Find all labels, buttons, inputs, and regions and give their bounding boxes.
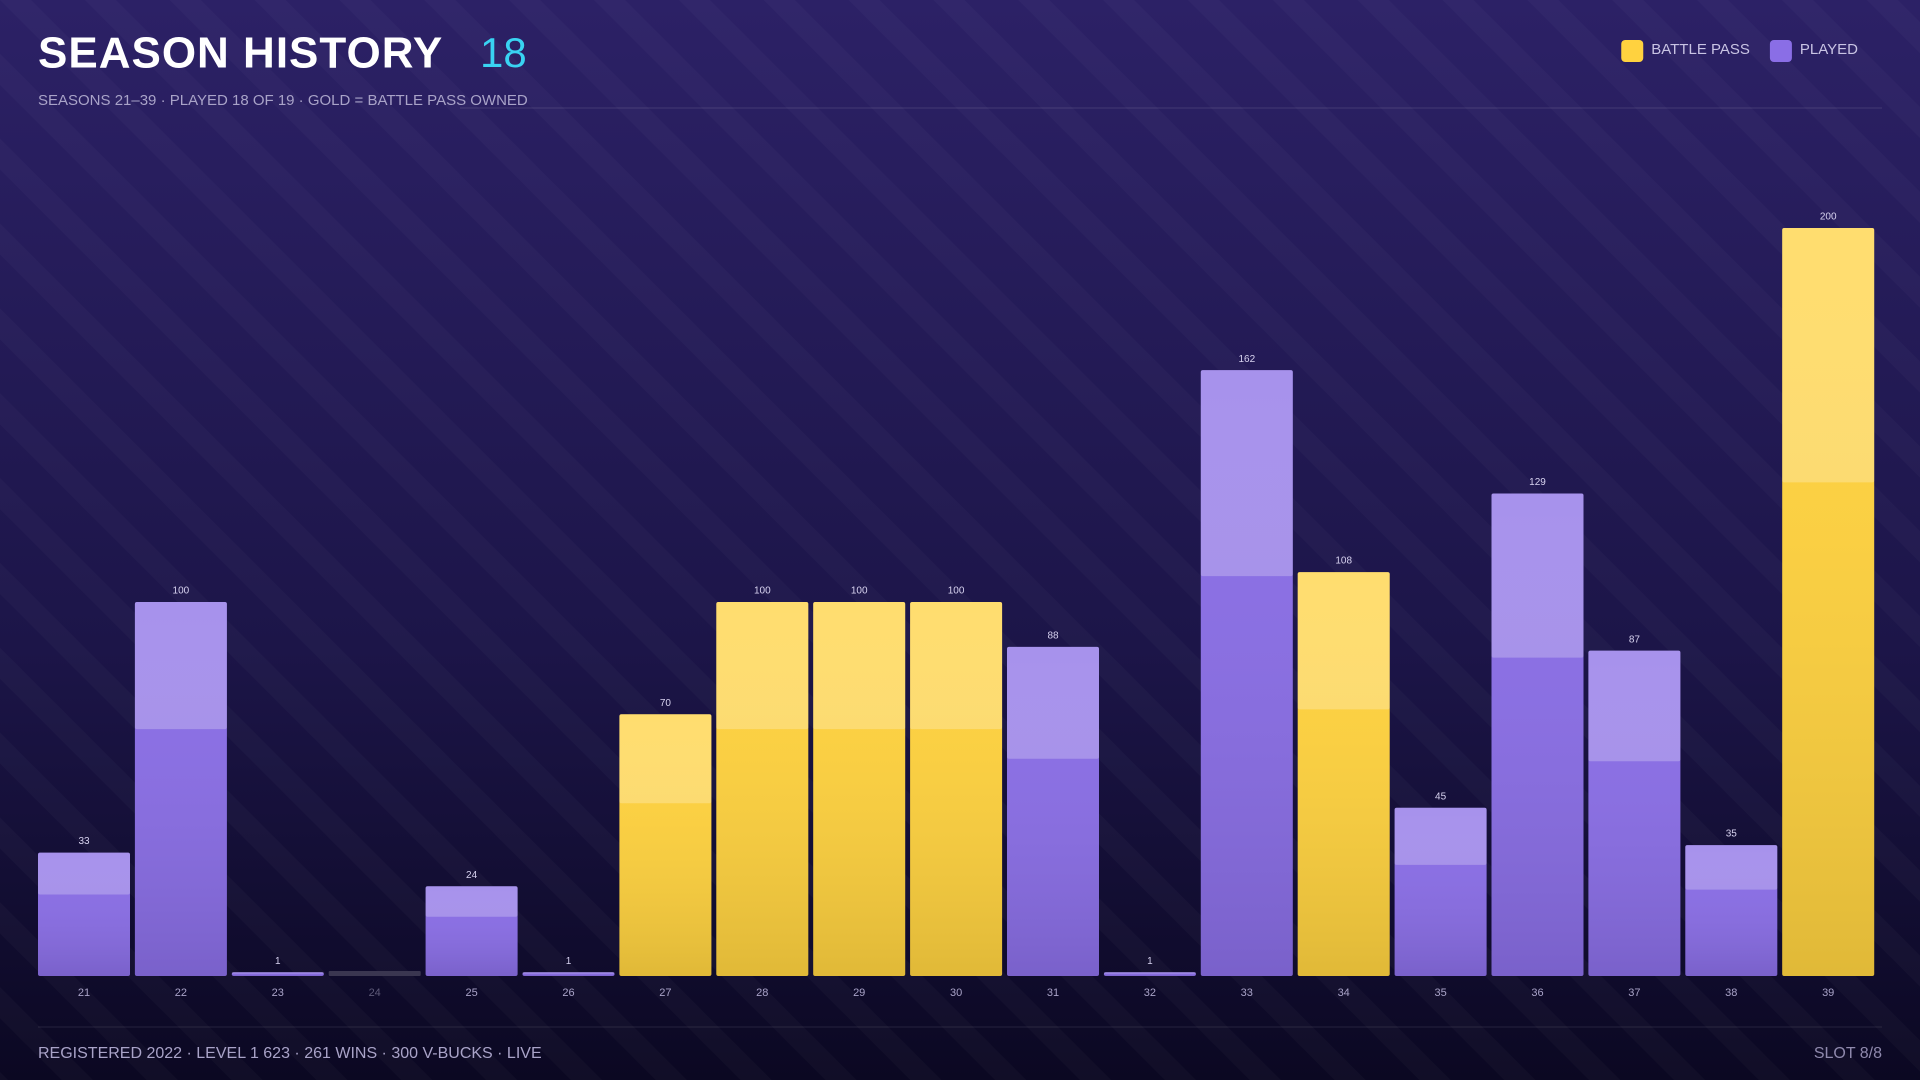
x-tick-label: 39 [1822, 987, 1834, 999]
empty-season-stub [328, 971, 421, 976]
bar-shade [910, 602, 1003, 976]
legend-swatch [1769, 40, 1792, 62]
value-label: 45 [1435, 791, 1447, 802]
x-tick-label: 23 [272, 987, 284, 999]
x-tick-label: 32 [1144, 987, 1156, 999]
x-tick-label: 33 [1241, 987, 1253, 999]
x-tick-label: 21 [78, 987, 90, 999]
bar-shade [1685, 845, 1778, 976]
x-tick-label: 25 [465, 987, 477, 999]
chart-subtitle: SEASONS 21–39 · PLAYED 18 OF 19 · GOLD =… [38, 92, 528, 109]
value-label: 1 [275, 956, 281, 967]
value-label: 100 [173, 586, 190, 597]
bar-shade [1782, 228, 1875, 976]
value-label: 88 [1047, 631, 1059, 642]
bar-shade [1007, 646, 1099, 976]
bar-shade [425, 886, 518, 976]
slot-indicator: SLOT 8/8 [1814, 1045, 1882, 1062]
legend-label: PLAYED [1800, 41, 1858, 58]
bar-shade [716, 602, 809, 976]
bar-shade [38, 852, 130, 976]
bar-shade [1200, 370, 1293, 976]
x-tick-label: 36 [1531, 987, 1543, 999]
footer-stats: REGISTERED 2022 · LEVEL 1 623 · 261 WINS… [38, 1045, 542, 1062]
legend-label: BATTLE PASS [1651, 41, 1750, 58]
value-label: 1 [1147, 956, 1153, 967]
x-tick-label: 28 [756, 987, 768, 999]
x-tick-label: 22 [175, 987, 187, 999]
value-label: 100 [851, 586, 868, 597]
x-tick-label: 26 [562, 987, 574, 999]
bar-shade [231, 972, 324, 976]
value-label: 100 [948, 586, 965, 597]
x-tick-label: 37 [1628, 987, 1640, 999]
value-label: 24 [466, 870, 478, 881]
x-tick-label: 38 [1725, 987, 1737, 999]
x-tick-label: 34 [1338, 987, 1350, 999]
x-tick-label: 30 [950, 987, 962, 999]
value-label: 200 [1820, 212, 1837, 223]
x-tick-label: 35 [1434, 987, 1446, 999]
legend-swatch [1621, 40, 1644, 62]
value-label: 1 [566, 956, 572, 967]
x-tick-label: 31 [1047, 987, 1059, 999]
bar-shade [1103, 972, 1196, 976]
chart-title: SEASON HISTORY [38, 29, 443, 78]
value-label: 35 [1726, 829, 1738, 840]
value-label: 87 [1629, 634, 1641, 645]
bar-shade [1491, 493, 1584, 976]
value-label: 162 [1238, 354, 1255, 365]
bar-shade [1588, 650, 1681, 976]
bar-shade [134, 602, 227, 976]
bar-shade [619, 714, 712, 976]
bar-shade [1297, 572, 1390, 976]
bar-shade [1394, 807, 1487, 976]
value-label: 70 [660, 698, 672, 709]
x-tick-label: 27 [659, 987, 671, 999]
x-tick-label: 24 [369, 987, 381, 999]
value-label: 100 [754, 586, 771, 597]
bar-shade [522, 972, 615, 976]
value-label: 108 [1335, 556, 1352, 567]
value-label: 129 [1529, 477, 1546, 488]
played-count: 18 [480, 29, 527, 76]
x-tick-label: 29 [853, 987, 865, 999]
bar-shade [813, 602, 906, 976]
value-label: 33 [78, 836, 90, 847]
